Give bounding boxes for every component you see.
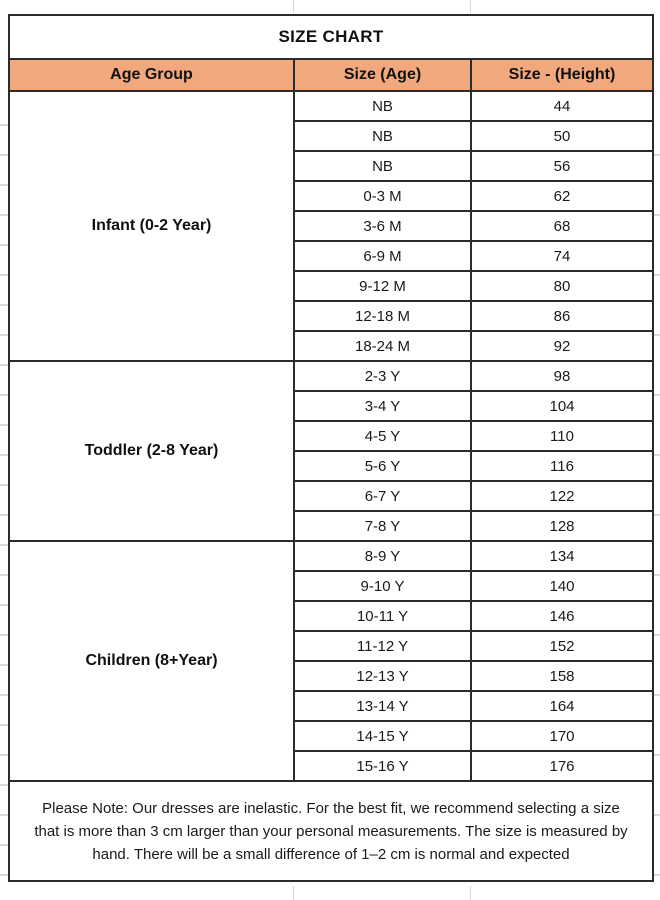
height-cell: 170 <box>469 720 655 752</box>
table-row: 9-12 M 80 <box>9 270 655 302</box>
column-header-size-age: Size (Age) <box>293 58 472 92</box>
size-age-cell: 5-6 Y <box>293 450 472 482</box>
table-row: 11-12 Y 152 <box>9 630 655 662</box>
size-age-cell: 9-10 Y <box>293 570 472 602</box>
size-age-cell: 15-16 Y <box>293 750 472 782</box>
table-row: 15-16 Y 176 <box>9 750 655 782</box>
height-cell: 128 <box>469 510 655 542</box>
height-cell: 74 <box>469 240 655 272</box>
table-row: 14-15 Y 170 <box>9 720 655 752</box>
height-cell: 86 <box>469 300 655 332</box>
height-cell: 104 <box>469 390 655 422</box>
table-row: NB 50 <box>9 120 655 152</box>
height-cell: 62 <box>469 180 655 212</box>
size-age-cell: NB <box>293 150 472 182</box>
size-age-cell: NB <box>293 90 472 122</box>
size-age-cell: 12-13 Y <box>293 660 472 692</box>
size-age-cell: 8-9 Y <box>293 540 472 572</box>
chart-title: SIZE CHART <box>7 14 655 60</box>
height-cell: 176 <box>469 750 655 782</box>
height-cell: 164 <box>469 690 655 722</box>
size-age-cell: 13-14 Y <box>293 690 472 722</box>
table-row: 3-4 Y 104 <box>9 390 655 422</box>
table-row: 9-10 Y 140 <box>9 570 655 602</box>
table-row: Toddler (2-8 Year) 2-3 Y 98 <box>8 360 655 542</box>
table-row: Infant (0-2 Year) NB 44 <box>8 90 655 362</box>
table-row: 0-3 M 62 <box>9 180 655 212</box>
table-row: 7-8 Y 128 <box>9 510 655 542</box>
spreadsheet-gridline-top <box>293 0 294 13</box>
size-age-cell: 6-7 Y <box>293 480 472 512</box>
height-cell: 116 <box>469 450 655 482</box>
size-chart-table: SIZE CHART Age Group Size (Age) Size - (… <box>7 14 655 882</box>
note-text: Please Note: Our dresses are inelastic. … <box>7 780 655 882</box>
size-age-cell: 18-24 M <box>293 330 472 362</box>
spreadsheet-gridline-top <box>470 0 471 13</box>
table-row: NB 56 <box>9 150 655 182</box>
size-age-cell: 14-15 Y <box>293 720 472 752</box>
height-cell: 152 <box>469 630 655 662</box>
table-row: 6-7 Y 122 <box>9 480 655 512</box>
table-row: 5-6 Y 116 <box>9 450 655 482</box>
height-cell: 122 <box>469 480 655 512</box>
table-row: 12-18 M 86 <box>9 300 655 332</box>
column-header-size-height: Size - (Height) <box>469 58 655 92</box>
height-cell: 44 <box>469 90 655 122</box>
size-age-cell: 7-8 Y <box>293 510 472 542</box>
age-group-cell: Children (8+Year) <box>8 540 295 782</box>
size-age-cell: 9-12 M <box>293 270 472 302</box>
size-age-cell: 3-4 Y <box>293 390 472 422</box>
age-group-cell: Toddler (2-8 Year) <box>8 360 295 542</box>
table-body: Infant (0-2 Year) NB 44 NB 50 NB 56 0-3 M 62 3-6 … <box>8 90 655 782</box>
height-cell: 140 <box>469 570 655 602</box>
table-row: 12-13 Y 158 <box>9 660 655 692</box>
table-row: 10-11 Y 146 <box>9 600 655 632</box>
height-cell: 50 <box>469 120 655 152</box>
height-cell: 68 <box>469 210 655 242</box>
column-header-age-group: Age Group <box>8 58 295 92</box>
table-row: 6-9 M 74 <box>9 240 655 272</box>
size-age-cell: NB <box>293 120 472 152</box>
spreadsheet-gridlines-left <box>0 96 8 886</box>
title-row: SIZE CHART <box>7 14 655 60</box>
height-cell: 134 <box>469 540 655 572</box>
height-cell: 110 <box>469 420 655 452</box>
note-row: Please Note: Our dresses are inelastic. … <box>7 780 655 882</box>
size-age-cell: 6-9 M <box>293 240 472 272</box>
table-row: 4-5 Y 110 <box>9 420 655 452</box>
height-cell: 92 <box>469 330 655 362</box>
size-age-cell: 12-18 M <box>293 300 472 332</box>
table-row: 18-24 M 92 <box>9 330 655 362</box>
table-row: 3-6 M 68 <box>9 210 655 242</box>
height-cell: 56 <box>469 150 655 182</box>
size-age-cell: 2-3 Y <box>293 360 472 392</box>
size-age-cell: 10-11 Y <box>293 600 472 632</box>
table-row: Children (8+Year) 8-9 Y 134 <box>8 540 655 782</box>
height-cell: 80 <box>469 270 655 302</box>
size-age-cell: 4-5 Y <box>293 420 472 452</box>
table-row: 13-14 Y 164 <box>9 690 655 722</box>
height-cell: 146 <box>469 600 655 632</box>
spreadsheet-gridline-bottom <box>293 886 294 900</box>
spreadsheet-gridline-bottom <box>470 886 471 900</box>
size-age-cell: 3-6 M <box>293 210 472 242</box>
height-cell: 98 <box>469 360 655 392</box>
header-row: Age Group Size (Age) Size - (Height) <box>8 58 655 92</box>
size-age-cell: 11-12 Y <box>293 630 472 662</box>
age-group-cell: Infant (0-2 Year) <box>8 90 295 362</box>
size-age-cell: 0-3 M <box>293 180 472 212</box>
height-cell: 158 <box>469 660 655 692</box>
spreadsheet-gridlines-right <box>652 96 660 886</box>
